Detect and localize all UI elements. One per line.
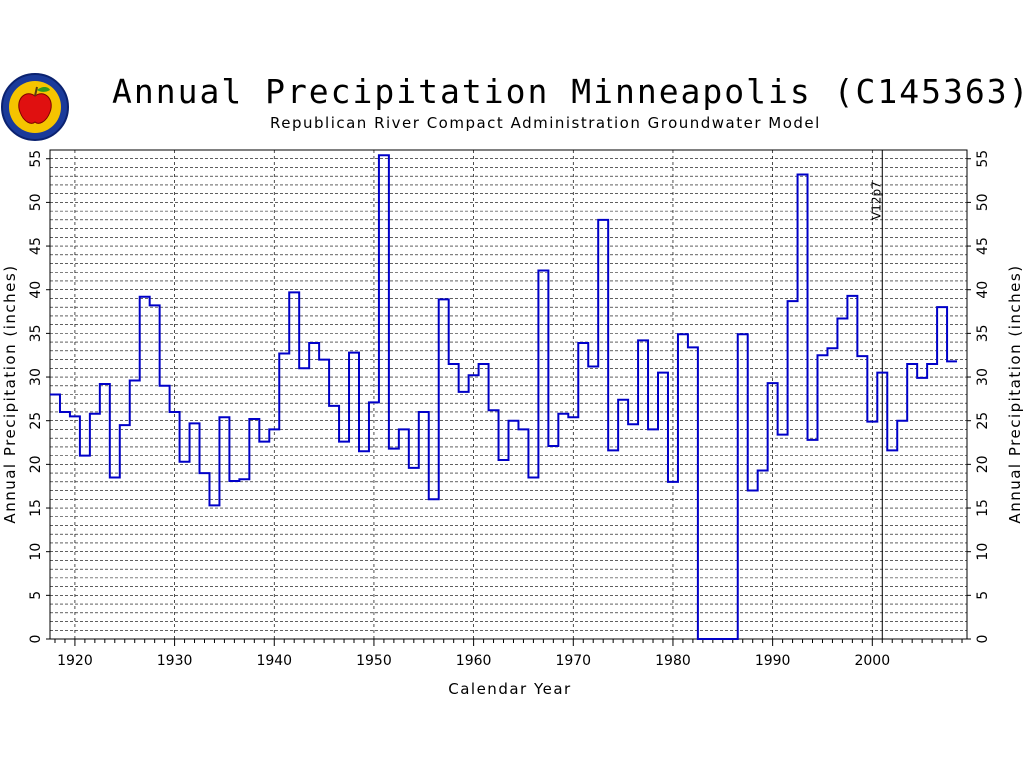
chart-subtitle: Republican River Compact Administration … bbox=[270, 114, 821, 132]
y-axis-label-left: Annual Precipitation (inches) bbox=[1, 264, 19, 523]
y-tick-label-right: 20 bbox=[975, 455, 991, 473]
y-tick-label: 0 bbox=[28, 635, 44, 644]
x-tick-label: 1960 bbox=[456, 653, 492, 669]
y-tick-label-right: 25 bbox=[975, 412, 991, 430]
x-tick-label: 1990 bbox=[755, 653, 791, 669]
x-axis-label: Calendar Year bbox=[448, 680, 571, 698]
chart-title: Annual Precipitation Minneapolis (C14536… bbox=[112, 72, 1024, 111]
y-tick-label: 55 bbox=[28, 150, 44, 168]
x-tick-label: 1940 bbox=[256, 653, 292, 669]
y-tick-label-right: 55 bbox=[975, 150, 991, 168]
y-tick-label: 30 bbox=[28, 368, 44, 386]
y-tick-label-right: 0 bbox=[975, 635, 991, 644]
x-tick-label: 2000 bbox=[854, 653, 890, 669]
y-tick-label: 35 bbox=[28, 324, 44, 342]
grid bbox=[50, 150, 967, 639]
y-tick-label-right: 10 bbox=[975, 543, 991, 561]
y-tick-label-right: 40 bbox=[975, 281, 991, 299]
y-tick-label: 20 bbox=[28, 455, 44, 473]
y-tick-label-right: 35 bbox=[975, 324, 991, 342]
y-tick-label: 25 bbox=[28, 412, 44, 430]
x-tick-label: 1950 bbox=[356, 653, 392, 669]
x-tick-label: 1920 bbox=[57, 653, 93, 669]
x-tick-label: 1930 bbox=[157, 653, 193, 669]
y-tick-label-right: 5 bbox=[975, 591, 991, 600]
y-tick-label-right: 50 bbox=[975, 193, 991, 211]
y-tick-label: 10 bbox=[28, 543, 44, 561]
version-annotation: V12p7 bbox=[869, 150, 883, 639]
y-tick-label-right: 30 bbox=[975, 368, 991, 386]
y-tick-label: 15 bbox=[28, 499, 44, 517]
x-tick-label: 1980 bbox=[655, 653, 691, 669]
y-tick-label: 40 bbox=[28, 281, 44, 299]
y-tick-label: 45 bbox=[28, 237, 44, 255]
apple-seal-logo bbox=[1, 73, 69, 141]
x-tick-label: 1970 bbox=[555, 653, 591, 669]
y-axis-label-right: Annual Precipitation (inches) bbox=[1006, 264, 1024, 523]
precipitation-series-line bbox=[50, 154, 958, 640]
y-tick-label-right: 15 bbox=[975, 499, 991, 517]
y-tick-label: 5 bbox=[28, 591, 44, 600]
y-tick-label: 50 bbox=[28, 193, 44, 211]
series bbox=[50, 154, 958, 640]
version-label: V12p7 bbox=[869, 181, 883, 220]
y-tick-label-right: 45 bbox=[975, 237, 991, 255]
